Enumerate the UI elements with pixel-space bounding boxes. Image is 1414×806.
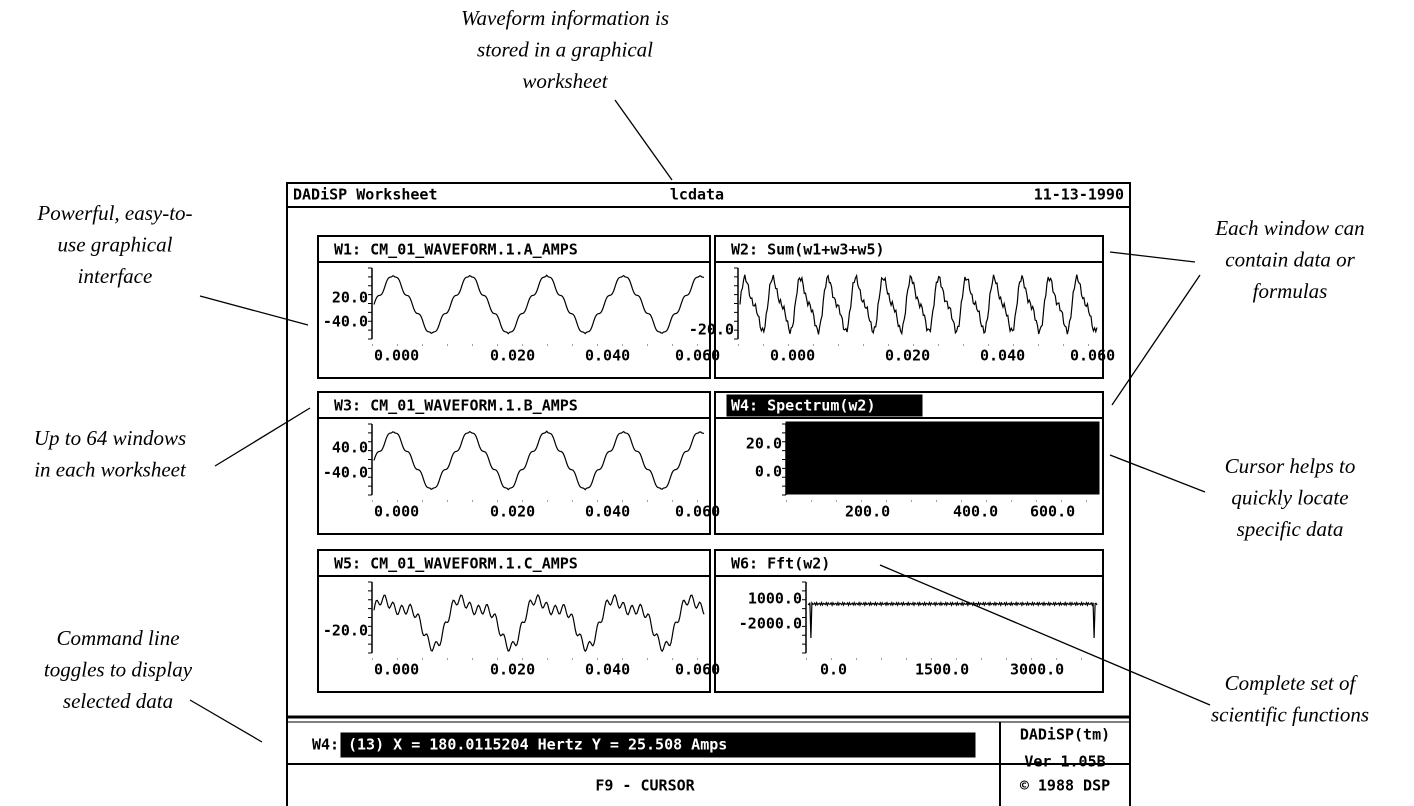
annotation: Complete set of <box>1225 671 1359 695</box>
waveform <box>788 424 1097 489</box>
version-line: © 1988 DSP <box>1020 777 1110 795</box>
window-title: W2: Sum(w1+w3+w5) <box>731 241 885 259</box>
annotation: quickly locate <box>1231 485 1348 509</box>
x-tick-label: 0.040 <box>585 503 630 521</box>
annotation: worksheet <box>522 69 608 93</box>
annotation: interface <box>78 264 153 288</box>
waveform <box>373 593 705 653</box>
window-frame <box>714 549 1104 693</box>
annotation: contain data or <box>1225 247 1355 271</box>
screen-frame <box>286 182 1131 806</box>
x-tick-label: 0.000 <box>770 347 815 365</box>
x-tick-label: 0.000 <box>374 661 419 679</box>
y-tick-label: -20.0 <box>323 622 368 640</box>
worksheet-title: DADiSP Worksheet <box>293 186 438 204</box>
annotation: toggles to display <box>44 657 193 681</box>
cursor-area <box>785 421 1100 495</box>
window-title: W6: Fft(w2) <box>731 555 830 573</box>
annotation: formulas <box>1253 279 1328 303</box>
window-frame <box>317 549 711 693</box>
date: 11-13-1990 <box>1034 186 1124 204</box>
x-tick-label: 0.020 <box>490 347 535 365</box>
x-tick-label: 400.0 <box>953 503 998 521</box>
window[interactable]: W4: Spectrum(w2) 20.0 0.0 200.0 400.0 600.0 <box>714 391 1104 535</box>
annotation: Powerful, easy-to- <box>36 201 192 225</box>
window-frame <box>317 235 711 379</box>
version-line: DADiSP(tm) <box>1020 726 1110 744</box>
callout-lines <box>189 99 1211 743</box>
waveform <box>739 273 1098 336</box>
waveform <box>373 430 705 491</box>
y-tick-label: 40.0 <box>332 439 368 457</box>
annotation: use graphical <box>58 232 173 256</box>
window[interactable]: W6: Fft(w2) 1000.0 -2000.0 0.0 1500.0 3000.0 <box>714 549 1104 693</box>
window-title: W1: CM_01_WAVEFORM.1.A_AMPS <box>334 241 578 259</box>
y-tick-label: -40.0 <box>323 313 368 331</box>
x-tick-label: 1500.0 <box>915 661 969 679</box>
y-tick-label: 0.0 <box>755 463 782 481</box>
y-tick-label: 20.0 <box>332 289 368 307</box>
command-field[interactable] <box>340 732 976 758</box>
annotation: in each worksheet <box>34 457 187 481</box>
window[interactable]: W3: CM_01_WAVEFORM.1.B_AMPS 40.0 -40.0 0.00… <box>317 391 720 535</box>
x-tick-label: 3000.0 <box>1010 661 1064 679</box>
x-tick-label: 0.040 <box>585 347 630 365</box>
window-frame <box>714 235 1104 379</box>
window-frame <box>317 391 711 535</box>
window[interactable]: W2: Sum(w1+w3+w5) -20.0 0.000 0.020 0.040 0.0… <box>689 235 1115 379</box>
window-frame <box>714 391 1104 535</box>
function-key[interactable]: F9 - CURSOR <box>595 777 695 795</box>
waveform <box>373 274 705 335</box>
annotation: stored in a graphical <box>477 37 653 61</box>
y-tick-label: -40.0 <box>323 464 368 482</box>
y-tick-label: -20.0 <box>689 321 734 339</box>
y-tick-label: 20.0 <box>746 435 782 453</box>
window-title: W5: CM_01_WAVEFORM.1.C_AMPS <box>334 555 578 573</box>
annotation: selected data <box>63 689 173 713</box>
annotation: Waveform information is <box>461 6 669 30</box>
x-tick-label: 200.0 <box>845 503 890 521</box>
file-name: lcdata <box>670 186 724 204</box>
x-tick-label: 0.000 <box>374 503 419 521</box>
x-tick-label: 600.0 <box>1030 503 1075 521</box>
x-tick-label: 0.020 <box>490 661 535 679</box>
window-title: W4: Spectrum(w2) <box>731 397 876 415</box>
x-tick-label: 0.040 <box>980 347 1025 365</box>
annotation: Command line <box>56 626 179 650</box>
annotation: scientific functions <box>1211 702 1369 726</box>
x-tick-label: 0.060 <box>1070 347 1115 365</box>
y-tick-label: 1000.0 <box>748 590 802 608</box>
title-highlight <box>726 394 923 417</box>
window[interactable]: W5: CM_01_WAVEFORM.1.C_AMPS -20.0 0.000 0.0… <box>317 549 720 693</box>
x-tick-label: 0.040 <box>585 661 630 679</box>
window[interactable]: W1: CM_01_WAVEFORM.1.A_AMPS 20.0 -40.0 0.00… <box>317 235 720 379</box>
x-tick-label: 0.060 <box>675 661 720 679</box>
x-tick-label: 0.060 <box>675 347 720 365</box>
x-tick-label: 0.0 <box>820 661 847 679</box>
x-tick-label: 0.020 <box>885 347 930 365</box>
x-tick-label: 0.060 <box>675 503 720 521</box>
version-line: Ver 1.05B <box>1024 753 1105 771</box>
annotation: Cursor helps to <box>1225 454 1356 478</box>
command-text: (13) X = 180.0115204 Hertz Y = 25.508 Am… <box>348 736 727 754</box>
command-prefix: W4: <box>312 736 339 754</box>
x-tick-label: 0.020 <box>490 503 535 521</box>
annotation: Up to 64 windows <box>34 426 186 450</box>
waveform <box>807 600 1098 639</box>
window-title: W3: CM_01_WAVEFORM.1.B_AMPS <box>334 397 578 415</box>
x-tick-label: 0.000 <box>374 347 419 365</box>
y-tick-label: -2000.0 <box>739 615 802 633</box>
annotation: Each window can <box>1214 216 1364 240</box>
annotation: specific data <box>1237 517 1344 541</box>
